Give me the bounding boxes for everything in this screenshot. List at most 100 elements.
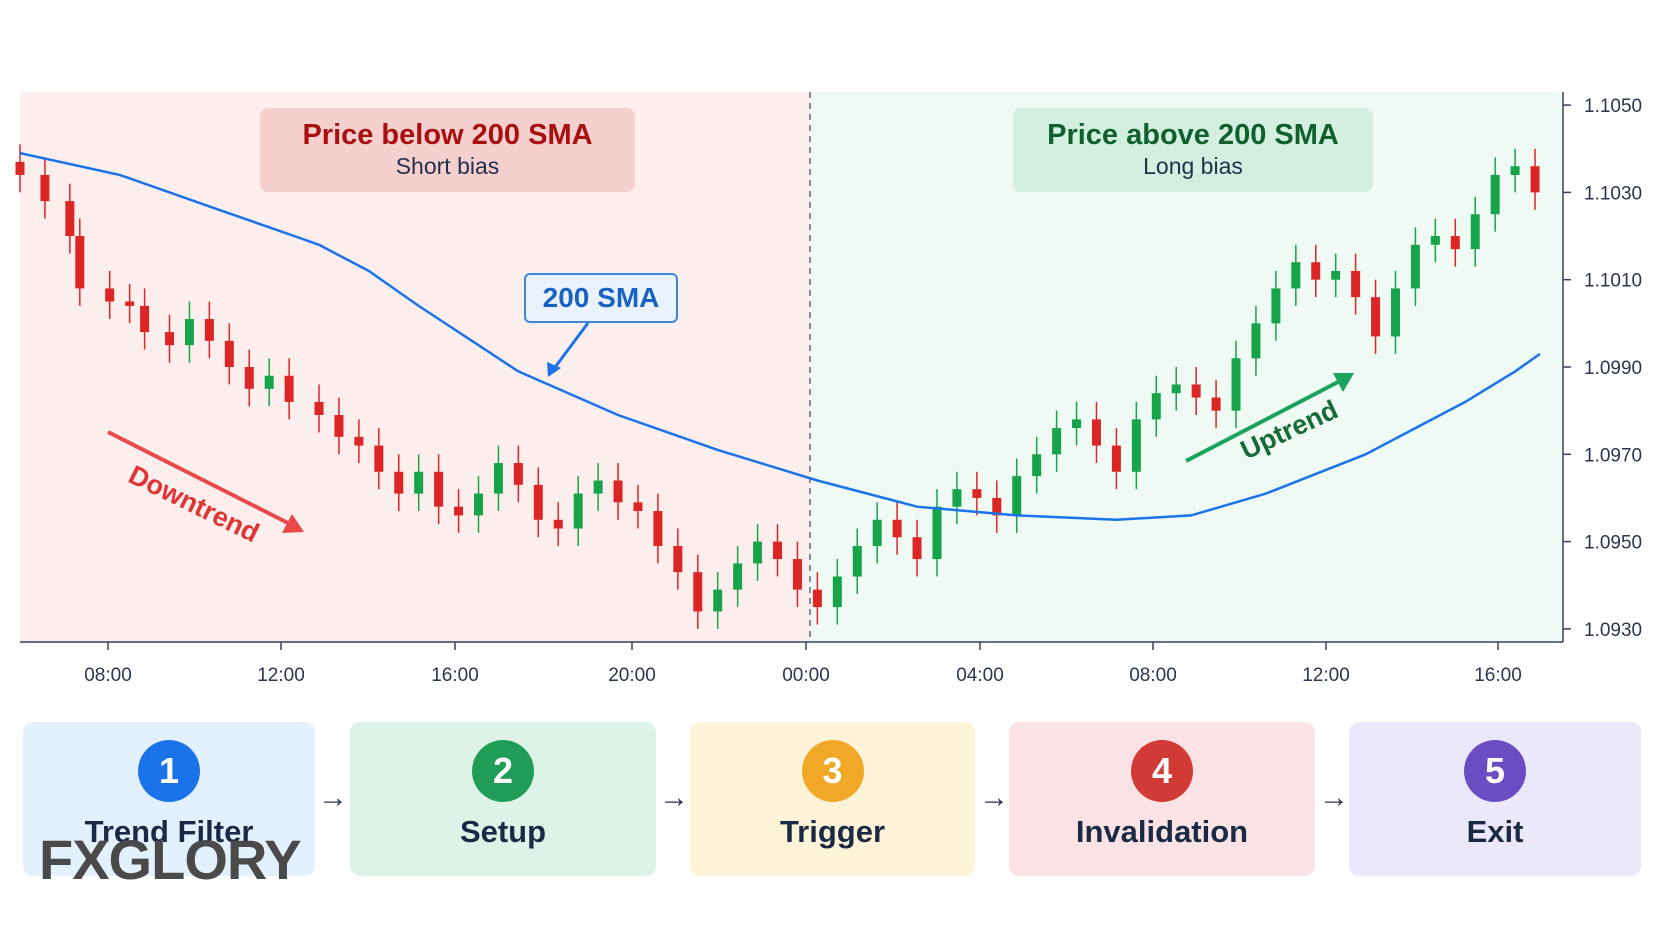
bullish-candle: [1331, 270, 1341, 280]
sma-label-tag: 200 SMA: [524, 273, 678, 323]
bearish-candle: [244, 367, 254, 389]
bullish-candle: [1151, 393, 1161, 420]
x-tick-label: 12:00: [257, 665, 305, 686]
bearish-candle: [125, 301, 135, 306]
short-bias-subtitle: Short bias: [395, 153, 500, 179]
bullish-candle: [1490, 174, 1500, 215]
step-label: Exit: [1466, 814, 1524, 849]
bullish-candle: [1430, 236, 1440, 245]
step-number-badge: 4: [1131, 740, 1193, 802]
bearish-candle: [284, 375, 294, 402]
bearish-candle: [1450, 236, 1460, 250]
bullish-candle: [1470, 214, 1480, 250]
bullish-candle: [852, 545, 862, 577]
x-tick-label: 08:00: [84, 665, 132, 686]
bearish-candle: [513, 463, 523, 485]
bullish-candle: [473, 493, 483, 516]
bearish-candle: [65, 201, 75, 237]
bullish-candle: [1410, 244, 1420, 289]
bearish-candle: [105, 288, 115, 302]
step-trend-filter: 1 Trend Filter: [23, 722, 315, 876]
x-axis-ticks: 08:00 12:00 16:00 20:00 00:00 04:00 08:00 12:00…: [84, 642, 1522, 686]
bearish-candle: [892, 519, 902, 538]
long-bias-callout: Price above 200 SMA Long bias: [1013, 108, 1373, 192]
step-setup: 2 Setup: [350, 722, 656, 876]
chart-svg: 08:00 12:00 16:00 20:00 00:00 04:00 08:00 12:00…: [15, 92, 1642, 686]
bearish-candle: [454, 506, 464, 516]
bearish-candle: [533, 484, 543, 520]
uptrend-arrowhead: [1333, 373, 1354, 392]
bullish-candle: [1072, 419, 1082, 429]
bullish-candle: [1291, 262, 1301, 289]
sma-line: [19, 151, 1541, 522]
bearish-candle: [673, 545, 683, 573]
y-tick-label: 1.0970: [1584, 445, 1642, 466]
bullish-candle: [573, 493, 583, 529]
bullish-candle: [832, 576, 842, 608]
bearish-candle: [15, 161, 25, 175]
bearish-candle: [812, 589, 822, 608]
bearish-candle: [633, 502, 643, 512]
bullish-candle: [414, 471, 424, 494]
step-exit: 5 Exit: [1349, 722, 1641, 876]
y-tick-label: 1.1050: [1584, 96, 1642, 117]
bearish-candle: [165, 332, 175, 346]
bearish-candle: [334, 415, 344, 437]
bearish-candle: [204, 318, 214, 341]
y-tick-label: 1.0950: [1584, 533, 1642, 554]
x-tick-label: 20:00: [608, 665, 656, 686]
short-bias-title: Price below 200 SMA: [302, 119, 593, 151]
bullish-candle: [872, 519, 882, 546]
candles-group: [15, 144, 1540, 629]
bullish-candle: [932, 506, 942, 560]
bearish-candle: [314, 401, 324, 416]
bullish-candle: [733, 563, 743, 590]
bearish-candle: [693, 572, 703, 612]
bullish-candle: [1012, 476, 1022, 516]
bearish-candle: [1191, 384, 1201, 398]
bullish-candle: [713, 589, 723, 612]
bearish-candle: [1211, 397, 1221, 411]
bullish-candle: [1251, 323, 1261, 359]
bearish-candle: [224, 340, 234, 367]
bullish-candle: [1032, 454, 1042, 477]
y-tick-label: 1.1030: [1584, 183, 1642, 204]
bearish-candle: [613, 480, 623, 503]
sma-pointer-arrowhead: [547, 362, 561, 377]
bearish-candle: [394, 471, 404, 494]
x-tick-label: 12:00: [1302, 665, 1350, 686]
flow-arrow: →: [318, 781, 348, 814]
bullish-candle: [264, 375, 274, 389]
bearish-candle: [434, 471, 444, 507]
step-number-badge: 1: [138, 740, 200, 802]
downtrend-arrowhead: [282, 514, 304, 533]
bullish-candle: [1390, 288, 1400, 337]
step-label: Trend Filter: [84, 814, 254, 849]
bearish-candle: [992, 497, 1002, 516]
bearish-candle: [653, 511, 663, 546]
bullish-candle: [1131, 419, 1141, 472]
step-invalidation: 4 Invalidation: [1009, 722, 1315, 876]
x-tick-label: 08:00: [1129, 665, 1177, 686]
step-number-badge: 3: [801, 740, 864, 802]
bullish-candle: [1271, 288, 1281, 324]
long-bias-title: Price above 200 SMA: [1047, 119, 1339, 151]
long-bias-subtitle: Long bias: [1143, 153, 1243, 179]
x-tick-label: 00:00: [782, 665, 830, 686]
bullish-candle: [1510, 166, 1520, 175]
downtrend-arrow: [107, 430, 291, 526]
bullish-candle: [593, 480, 603, 494]
step-trigger: 3 Trigger: [690, 722, 975, 876]
bearish-candle: [912, 537, 922, 560]
y-tick-label: 1.1010: [1584, 271, 1642, 292]
bullish-candle: [184, 318, 194, 346]
bearish-candle: [773, 541, 783, 560]
short-bias-callout: Price below 200 SMA Short bias: [260, 108, 635, 192]
y-axis-ticks: 1.1050 1.1030 1.1010 1.0990 1.0970 1.0950 1.09…: [1563, 96, 1642, 641]
bearish-candle: [1091, 419, 1101, 446]
bullish-candle: [1171, 384, 1181, 394]
bearish-candle: [354, 436, 364, 446]
y-tick-label: 1.0990: [1584, 358, 1642, 379]
bearish-candle: [1351, 270, 1361, 298]
step-number-badge: 5: [1464, 740, 1526, 802]
